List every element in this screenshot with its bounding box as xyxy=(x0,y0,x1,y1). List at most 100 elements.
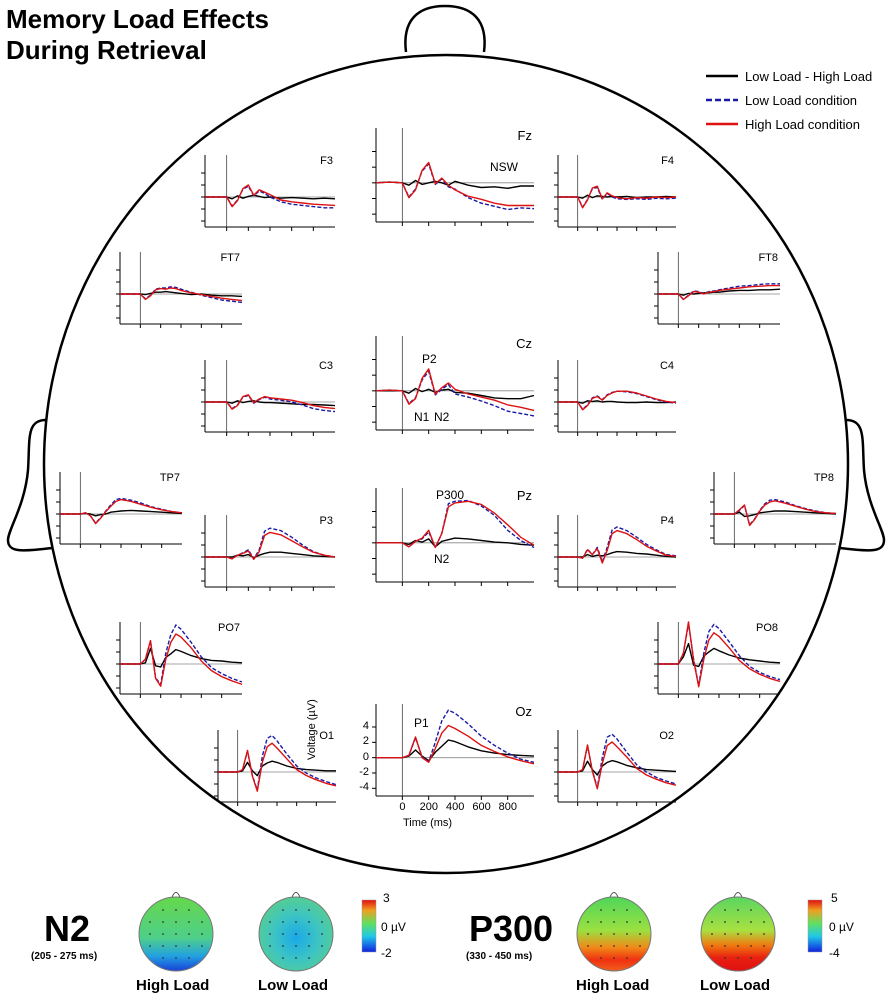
topomap-sensor-p300-high-load xyxy=(600,957,602,959)
series-c3-0 xyxy=(205,400,336,407)
oz-y-tick-label-4: -4 xyxy=(359,781,369,794)
oz-y-tick-label-2: 0 xyxy=(362,750,369,763)
panel-f3: F3 xyxy=(201,155,336,231)
panel-tp8: TP8 xyxy=(710,472,837,548)
topomap-sensor-p300-low-load xyxy=(724,933,726,935)
electrode-label-oz: Oz xyxy=(515,704,532,719)
topomap-sensor-n2-low-load xyxy=(321,933,323,935)
series-ft7-0 xyxy=(120,290,243,298)
p300-component-label: P300 xyxy=(469,908,554,949)
legend-label-high-load: High Load condition xyxy=(745,116,860,132)
series-fz-2 xyxy=(375,161,534,207)
panel-fz: Fz NSW xyxy=(372,128,535,226)
electrode-label-tp8: TP8 xyxy=(813,472,834,484)
plot-o2 xyxy=(554,730,677,806)
plot-o1 xyxy=(214,730,337,806)
legend-label-difference: Low Load - High Load xyxy=(745,68,873,84)
topomap-sensor-p300-low-load xyxy=(763,921,765,923)
series-pz-0 xyxy=(376,537,535,548)
electrode-label-tp7: TP7 xyxy=(159,472,180,484)
topomap-sensor-p300-high-load xyxy=(626,957,628,959)
topomap-sensor-n2-high-load xyxy=(175,933,177,935)
topomap-sensor-p300-low-load xyxy=(763,945,765,947)
panel-c3: C3 xyxy=(201,360,336,436)
electrode-label-pz: Pz xyxy=(516,488,532,503)
panel-tp7: TP7 xyxy=(56,472,183,548)
topomap-sensor-n2-low-load xyxy=(269,945,271,947)
topomap-sensor-p300-low-load xyxy=(750,933,752,935)
topomap-sensor-p300-high-load xyxy=(600,921,602,923)
series-po7-0 xyxy=(120,647,243,668)
annotation-cz-0: P2 xyxy=(422,352,437,366)
topomap-sensor-p300-low-load xyxy=(750,921,752,923)
oz-y-tick-label-1: 2 xyxy=(362,735,369,748)
colorbar-n2 xyxy=(361,899,377,953)
oz-x-tick-label-1: 200 xyxy=(419,801,439,813)
panel-p3: P3 xyxy=(201,515,336,591)
topomap-sensor-n2-high-load xyxy=(201,921,203,923)
topomap-sensor-p300-low-load xyxy=(724,957,726,959)
oz-x-tick-label-0: 0 xyxy=(399,801,406,813)
oz-xlabel: Time (ms) xyxy=(403,817,453,829)
panel-po8: PO8 xyxy=(654,621,781,698)
topomap-sensor-n2-low-load xyxy=(282,957,284,959)
electrode-label-o1: O1 xyxy=(319,730,334,742)
series-f3-0 xyxy=(205,194,336,200)
figure-title: Memory Load Effects During Retrieval xyxy=(6,4,269,66)
plot-po7 xyxy=(116,622,243,698)
panel-p4: P4 xyxy=(554,515,677,591)
colorbar-p300 xyxy=(807,899,823,953)
topomap-nose-n2-low-load xyxy=(291,892,301,898)
electrode-label-o2: O2 xyxy=(659,730,674,742)
plot-tp7 xyxy=(56,472,183,548)
electrode-label-po7: PO7 xyxy=(217,622,240,634)
topomap-sensor-p300-low-load xyxy=(737,957,739,959)
series-f4-2 xyxy=(558,185,677,209)
topomap-sensor-p300-high-load xyxy=(587,945,589,947)
electrode-label-c4: C4 xyxy=(659,360,674,372)
series-ft7-2 xyxy=(120,287,243,302)
legend-swatch-low-load xyxy=(706,98,738,102)
annotation-pz-1: N2 xyxy=(434,552,450,566)
series-po8-2 xyxy=(658,621,781,688)
series-o2-0 xyxy=(558,759,677,776)
topomap-sensor-p300-high-load xyxy=(587,921,589,923)
topomap-sensor-p300-low-load xyxy=(724,909,726,911)
topomap-sensor-p300-high-load xyxy=(613,921,615,923)
topomap-nose-p300-high-load xyxy=(609,892,619,898)
annotation-fz-0: NSW xyxy=(490,160,518,174)
plot-c3 xyxy=(201,360,336,436)
right-ear-shape xyxy=(839,418,886,552)
panel-ft8: FT8 xyxy=(654,252,781,328)
topomap-sensor-p300-high-load xyxy=(639,921,641,923)
topomap-sensor-n2-high-load xyxy=(175,909,177,911)
topomap-sensor-p300-high-load xyxy=(613,909,615,911)
topomap-sensor-p300-high-load xyxy=(626,933,628,935)
series-tp8-2 xyxy=(714,500,837,527)
plot-pz xyxy=(372,488,535,586)
series-po8-1 xyxy=(658,622,781,687)
topomap-sensor-p300-high-load xyxy=(613,933,615,935)
topomap-sensor-n2-low-load xyxy=(308,957,310,959)
p300-scale-mid: 0 µV xyxy=(829,920,854,934)
n2-scale-min: -2 xyxy=(381,946,392,960)
topomap-sensor-n2-high-load xyxy=(188,921,190,923)
topomap-sensor-p300-high-load xyxy=(639,933,641,935)
topomap-sensor-n2-low-load xyxy=(295,945,297,947)
series-o2-2 xyxy=(558,741,677,790)
plot-c4 xyxy=(554,360,677,436)
n2-component-label: N2 xyxy=(44,908,91,949)
panel-f4: F4 xyxy=(554,155,677,231)
topomap-sensor-p300-low-load xyxy=(750,945,752,947)
topomap-sensor-n2-low-load xyxy=(308,945,310,947)
topomap-sensor-p300-low-load xyxy=(724,945,726,947)
plot-f3 xyxy=(201,155,336,231)
panel-c4: C4 xyxy=(554,360,677,436)
annotation-oz-0: P1 xyxy=(414,716,429,730)
series-cz-1 xyxy=(375,370,535,417)
topomap-sensor-p300-low-load xyxy=(737,933,739,935)
topomap-sensor-n2-high-load xyxy=(162,921,164,923)
p300-low-load-label: Low Load xyxy=(700,977,770,994)
topomap-sensor-n2-high-load xyxy=(162,945,164,947)
